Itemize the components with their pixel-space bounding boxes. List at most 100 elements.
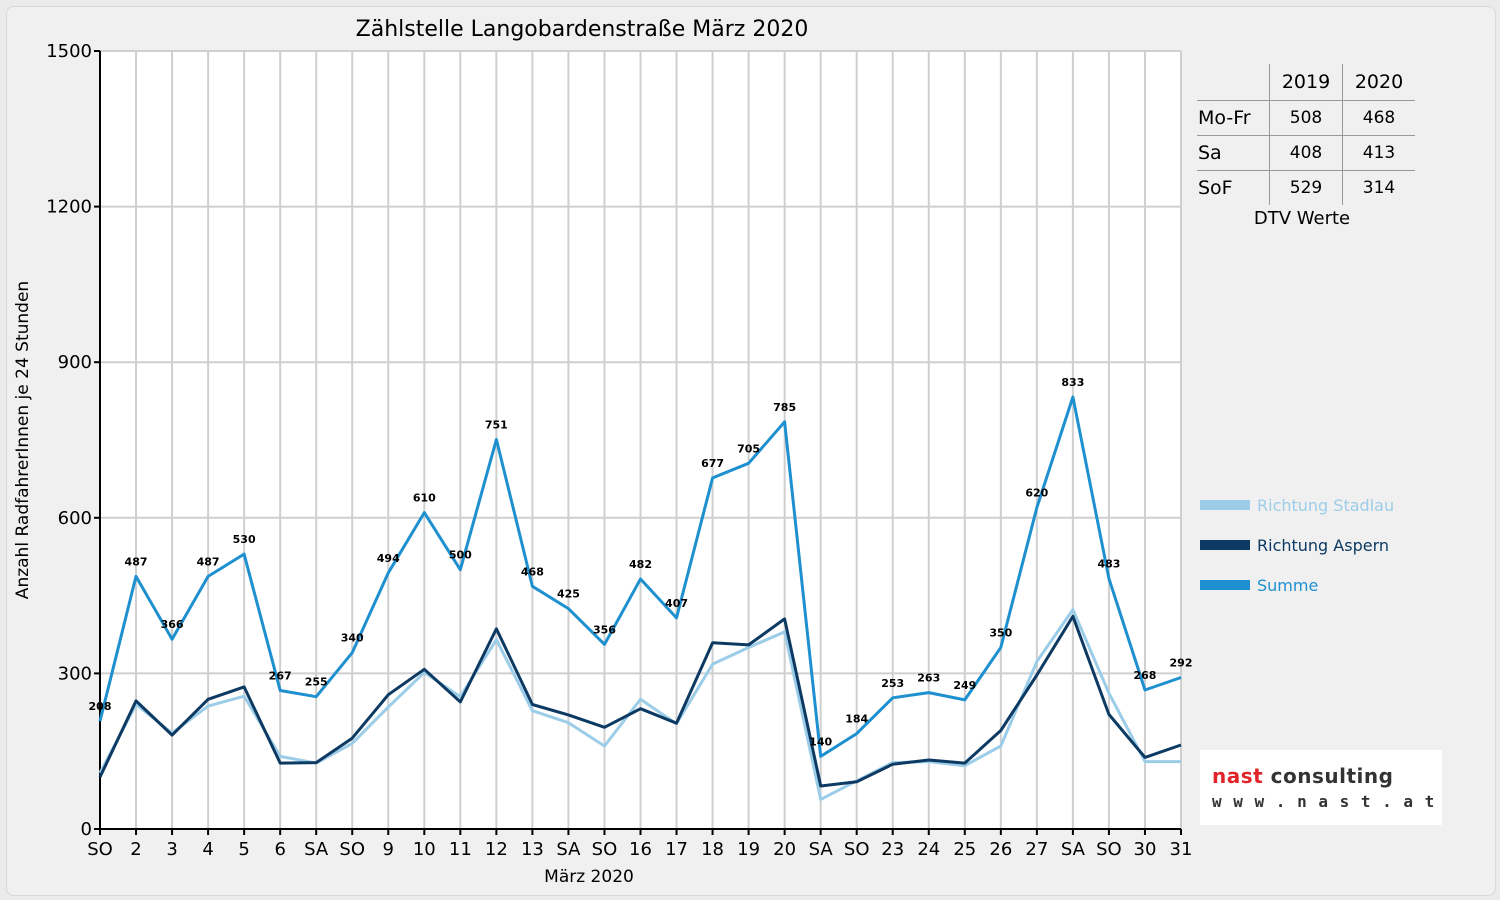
data-label: 268 <box>1133 669 1156 682</box>
dtv-header-2019: 2019 <box>1269 64 1343 101</box>
x-tick-label: SA <box>1061 839 1086 860</box>
x-tick-label: 20 <box>773 839 796 860</box>
y-axis-title: Anzahl RadfahrerInnen je 24 Stunden <box>13 281 33 599</box>
dtv-cell: 468 <box>1342 100 1415 136</box>
data-label: 487 <box>197 555 220 568</box>
x-tick-label: 10 <box>413 839 436 860</box>
x-tick-label: 2 <box>130 839 141 860</box>
y-tick-label: 900 <box>58 352 92 373</box>
series-line-richtung-stadlau <box>98 608 1181 801</box>
data-label: 482 <box>629 558 652 571</box>
data-label: 833 <box>1061 376 1084 389</box>
y-tick-label: 1500 <box>46 41 92 62</box>
dtv-cell: 529 <box>1269 170 1343 205</box>
data-label: 356 <box>593 623 616 636</box>
series-line-summe <box>98 395 1182 758</box>
x-tick-label: SO <box>1096 839 1122 860</box>
data-label: 253 <box>881 677 904 690</box>
data-label: 255 <box>305 676 328 689</box>
y-tick-label: 0 <box>81 819 92 840</box>
chart-title: Zählstelle Langobardenstraße März 2020 <box>356 17 809 42</box>
x-tick-label: 12 <box>485 839 508 860</box>
legend-label-richtung-aspern: Richtung Aspern <box>1257 536 1389 555</box>
x-tick-label: SO <box>339 839 365 860</box>
data-label: 500 <box>449 549 472 562</box>
data-label: 530 <box>233 533 256 546</box>
x-tick-label: 16 <box>629 839 652 860</box>
data-label: 267 <box>269 670 292 683</box>
legend-label-richtung-stadlau: Richtung Stadlau <box>1257 496 1394 515</box>
dtv-header-row: 2019 2020 <box>1197 64 1415 101</box>
y-tick-label: 300 <box>58 663 92 684</box>
data-label: 677 <box>701 457 724 470</box>
dtv-row-sa: Sa 408 413 <box>1197 135 1415 171</box>
dtv-row-label: SoF <box>1197 170 1270 205</box>
y-tick-label: 1200 <box>46 197 92 218</box>
x-tick-label: 31 <box>1170 839 1193 860</box>
data-label: 620 <box>1025 486 1048 499</box>
data-label: 340 <box>341 632 364 645</box>
x-tick-label: SO <box>844 839 870 860</box>
data-label: 292 <box>1170 657 1193 670</box>
data-label: 705 <box>737 442 760 455</box>
data-label: 249 <box>953 679 976 692</box>
data-label: 184 <box>845 713 868 726</box>
y-tick-label: 600 <box>58 508 92 529</box>
x-tick-label: 6 <box>274 839 285 860</box>
x-tick-label: 27 <box>1025 839 1048 860</box>
data-label: 494 <box>377 552 400 565</box>
dtv-cell: 413 <box>1342 135 1415 171</box>
x-tick-label: SA <box>304 839 329 860</box>
logo-brand-b: consulting <box>1263 764 1394 788</box>
data-label: 350 <box>989 626 1012 639</box>
data-label: 468 <box>521 565 544 578</box>
dtv-cell: 314 <box>1342 170 1415 205</box>
x-tick-label: 23 <box>881 839 904 860</box>
legend-label-summe: Summe <box>1257 576 1318 595</box>
data-label: 140 <box>809 735 832 748</box>
dtv-row-label: Sa <box>1197 135 1270 171</box>
legend-swatch-richtung-aspern <box>1200 540 1250 550</box>
x-tick-label: 9 <box>383 839 394 860</box>
dtv-header-2020: 2020 <box>1342 64 1415 101</box>
dtv-table: 2019 2020 Mo-Fr 508 468 Sa 408 413 SoF 5… <box>1197 64 1415 205</box>
data-label: 366 <box>161 618 184 631</box>
data-label: 785 <box>773 401 796 414</box>
x-tick-label: SO <box>592 839 618 860</box>
x-tick-label: 30 <box>1134 839 1157 860</box>
x-tick-label: 5 <box>238 839 249 860</box>
data-label: 208 <box>89 700 112 713</box>
data-label: 263 <box>917 672 940 685</box>
dtv-row-mofr: Mo-Fr 508 468 <box>1197 100 1415 136</box>
series-line-richtung-aspern <box>98 614 1182 788</box>
x-tick-label: 24 <box>917 839 940 860</box>
logo-brand-a: nast <box>1212 764 1264 788</box>
x-tick-label: 3 <box>166 839 177 860</box>
dtv-header-blank <box>1197 64 1270 101</box>
logo-url: w w w . n a s t . a t <box>1212 792 1436 811</box>
x-tick-label: SA <box>556 839 581 860</box>
x-tick-label: 25 <box>953 839 976 860</box>
company-logo: nast consulting w w w . n a s t . a t <box>1200 750 1442 825</box>
logo-wordmark: nast consulting <box>1212 764 1393 788</box>
data-label: 407 <box>665 597 688 610</box>
legend-swatch-richtung-stadlau <box>1200 500 1250 510</box>
x-tick-label: 4 <box>202 839 213 860</box>
dtv-caption: DTV Werte <box>1253 208 1351 229</box>
x-tick-label: 19 <box>737 839 760 860</box>
x-tick-label: 11 <box>449 839 472 860</box>
legend: Richtung Stadlau Richtung Aspern Summe <box>1200 496 1394 595</box>
dtv-row-sof: SoF 529 314 <box>1197 170 1415 205</box>
data-label: 425 <box>557 588 580 601</box>
x-tick-label: 17 <box>665 839 688 860</box>
dtv-cell: 408 <box>1269 135 1343 171</box>
x-axis-title: März 2020 <box>544 867 634 887</box>
dtv-cell: 508 <box>1269 100 1343 136</box>
x-tick-label: 26 <box>989 839 1012 860</box>
data-label: 610 <box>413 492 436 505</box>
legend-swatch-summe <box>1200 580 1250 590</box>
x-tick-label: SA <box>809 839 834 860</box>
x-tick-label: SO <box>87 839 113 860</box>
data-label: 483 <box>1097 557 1120 570</box>
